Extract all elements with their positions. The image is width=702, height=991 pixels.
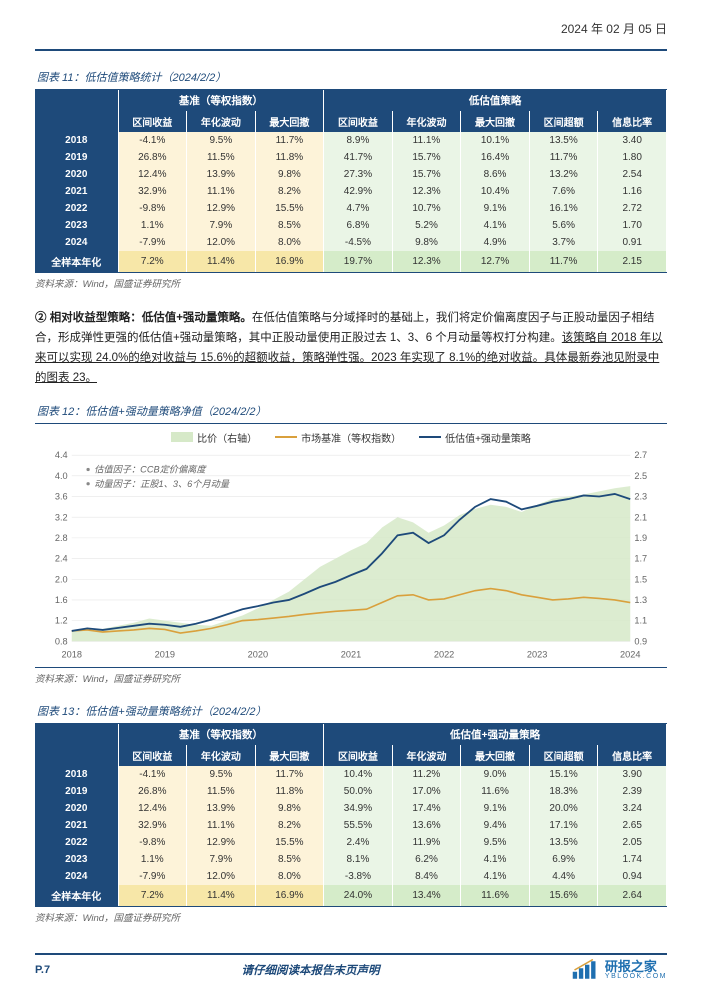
- legend-area-swatch: [171, 432, 193, 442]
- svg-text:2021: 2021: [341, 649, 361, 659]
- svg-text:2020: 2020: [248, 649, 268, 659]
- bullet-num: ②: [35, 312, 47, 324]
- svg-text:1.2: 1.2: [55, 615, 68, 625]
- svg-text:0.9: 0.9: [634, 636, 647, 646]
- logo-cn: 研报之家: [605, 960, 667, 973]
- lead-bold: 相对收益型策略：低估值+强动量策略。: [47, 312, 252, 324]
- chart-legend: 比价（右轴） 市场基准（等权指数） 低估值+强动量策略: [39, 430, 663, 445]
- svg-text:估值因子：CCB定价偏离度: 估值因子：CCB定价偏离度: [94, 464, 207, 474]
- figure12-chart: 比价（右轴） 市场基准（等权指数） 低估值+强动量策略 0.8 1.2 1.6 2.0…: [35, 423, 667, 669]
- svg-text:2023: 2023: [527, 649, 547, 659]
- figure12-title: 图表 12：低估值+强动量策略净值（2024/2/2）: [35, 403, 667, 419]
- logo-bar-icon: [571, 959, 599, 981]
- svg-text:2019: 2019: [155, 649, 175, 659]
- svg-text:2018: 2018: [62, 649, 82, 659]
- svg-text:3.6: 3.6: [55, 491, 68, 501]
- logo-en: YBLOOK.COM: [605, 973, 667, 980]
- svg-text:2024: 2024: [620, 649, 640, 659]
- footer-disclaimer: 请仔细阅读本报告末页声明: [242, 962, 380, 978]
- legend-bench: 市场基准（等权指数）: [275, 430, 401, 445]
- legend-strat: 低估值+强动量策略: [419, 430, 531, 445]
- legend-area: 比价（右轴）: [171, 430, 257, 445]
- svg-text:4.0: 4.0: [55, 470, 68, 480]
- svg-text:2.8: 2.8: [55, 532, 68, 542]
- legend-strat-swatch: [419, 436, 441, 438]
- figure13-title: 图表 13：低估值+强动量策略统计（2024/2/2）: [35, 703, 667, 719]
- svg-text:1.3: 1.3: [634, 595, 647, 605]
- body-paragraph: ② 相对收益型策略：低估值+强动量策略。在低估值策略与分域择时的基础上，我们将定…: [35, 308, 667, 389]
- figure12-source: 资料来源：Wind，国盛证券研究所: [35, 671, 667, 685]
- page-number: P.7: [35, 964, 50, 976]
- svg-text:2.4: 2.4: [55, 553, 68, 563]
- figure13-table: 基准（等权指数）低估值+强动量策略区间收益年化波动最大回撤区间收益年化波动最大回…: [35, 724, 667, 906]
- svg-text:3.2: 3.2: [55, 512, 68, 522]
- svg-text:0.8: 0.8: [55, 636, 68, 646]
- top-rule: [35, 49, 667, 51]
- svg-text:2.5: 2.5: [634, 470, 647, 480]
- svg-text:2.1: 2.1: [634, 512, 647, 522]
- svg-text:2022: 2022: [434, 649, 454, 659]
- footer-logo: 研报之家 YBLOOK.COM: [571, 959, 667, 981]
- svg-text:1.7: 1.7: [634, 553, 647, 563]
- figure13-source: 资料来源：Wind，国盛证券研究所: [35, 910, 667, 924]
- svg-text:4.4: 4.4: [55, 450, 68, 460]
- svg-text:动量因子：正股1、3、6个月动量: 动量因子：正股1、3、6个月动量: [94, 478, 230, 488]
- figure11-source: 资料来源：Wind，国盛证券研究所: [35, 276, 667, 290]
- header-date: 2024 年 02 月 05 日: [35, 20, 667, 37]
- legend-bench-label: 市场基准（等权指数）: [301, 430, 401, 445]
- svg-text:1.9: 1.9: [634, 532, 647, 542]
- figure11-table-wrap: 基准（等权指数）低估值策略区间收益年化波动最大回撤区间收益年化波动最大回撤区间超…: [35, 89, 667, 273]
- figure11-table: 基准（等权指数）低估值策略区间收益年化波动最大回撤区间收益年化波动最大回撤区间超…: [35, 90, 667, 272]
- svg-text:2.0: 2.0: [55, 574, 68, 584]
- svg-text:1.6: 1.6: [55, 595, 68, 605]
- svg-text:2.7: 2.7: [634, 450, 647, 460]
- page-footer: P.7 请仔细阅读本报告末页声明 研报之家 YBLOOK.COM: [0, 953, 702, 981]
- legend-bench-swatch: [275, 436, 297, 438]
- svg-text:1.1: 1.1: [634, 615, 647, 625]
- footer-rule: [35, 953, 667, 955]
- figure11-title: 图表 11：低估值策略统计（2024/2/2）: [35, 69, 667, 85]
- legend-strat-label: 低估值+强动量策略: [445, 430, 531, 445]
- legend-area-label: 比价（右轴）: [197, 430, 257, 445]
- figure13-table-wrap: 基准（等权指数）低估值+强动量策略区间收益年化波动最大回撤区间收益年化波动最大回…: [35, 723, 667, 907]
- svg-text:2.3: 2.3: [634, 491, 647, 501]
- chart-svg: 0.8 1.2 1.6 2.0 2.4 2.8 3.2 3.6 4.0 4.4 0.9 1.1 1.3 1…: [39, 449, 663, 664]
- svg-text:1.5: 1.5: [634, 574, 647, 584]
